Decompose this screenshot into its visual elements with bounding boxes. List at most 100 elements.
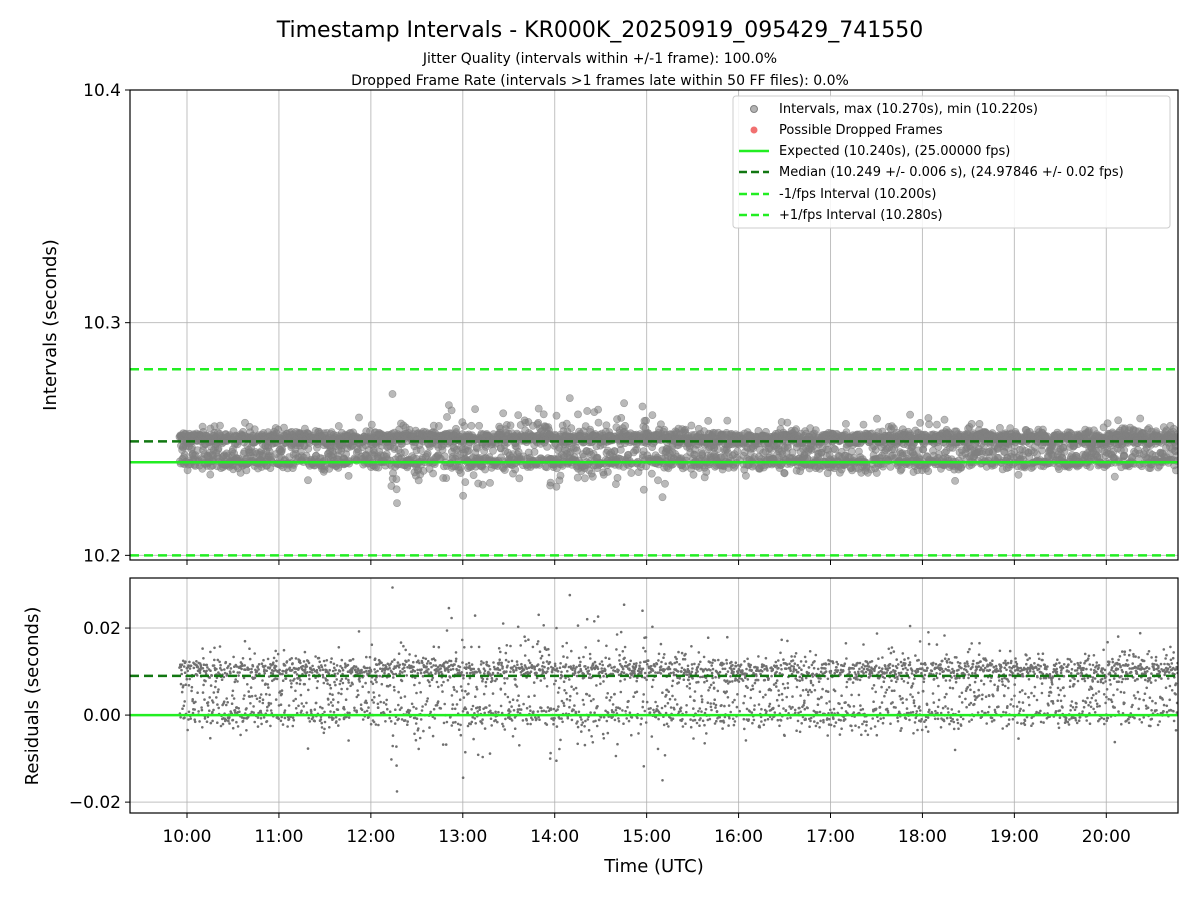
- residual-point: [396, 661, 400, 664]
- residual-point: [323, 720, 327, 724]
- residual-point: [200, 706, 203, 709]
- residual-point: [329, 701, 333, 704]
- residual-point: [205, 663, 209, 667]
- residual-point: [462, 674, 465, 677]
- interval-point: [1169, 424, 1178, 433]
- residual-point: [347, 739, 350, 742]
- residual-point: [211, 719, 214, 723]
- residual-point: [417, 659, 420, 662]
- residual-point: [334, 683, 337, 687]
- residual-point: [180, 668, 183, 672]
- interval-point: [478, 480, 487, 489]
- residual-point: [288, 666, 292, 670]
- residual-point: [458, 698, 462, 701]
- residual-point: [428, 684, 432, 688]
- residual-point: [228, 716, 231, 719]
- legend-label-expected: Expected (10.240s), (25.00000 fps): [779, 144, 1010, 159]
- residual-point: [321, 675, 325, 679]
- residual-point: [262, 716, 266, 719]
- residual-point: [454, 659, 458, 663]
- residual-point: [381, 667, 385, 671]
- residual-point: [402, 666, 406, 669]
- residual-point: [214, 685, 217, 689]
- residual-point: [265, 669, 269, 672]
- residual-point: [393, 722, 397, 725]
- residual-point: [449, 668, 453, 671]
- residual-point: [274, 665, 278, 668]
- residual-point: [191, 698, 194, 701]
- residual-point: [331, 704, 335, 707]
- residual-point: [429, 671, 433, 674]
- residual-point: [277, 704, 281, 707]
- residual-point: [351, 657, 355, 661]
- residual-point: [392, 676, 395, 679]
- residual-point: [264, 682, 267, 686]
- residual-point: [367, 715, 370, 719]
- residual-point: [461, 710, 465, 713]
- residual-point: [224, 660, 228, 664]
- residual-point: [249, 702, 252, 705]
- residual-point: [465, 671, 469, 675]
- residual-point: [443, 669, 447, 672]
- residual-point: [250, 670, 253, 674]
- residual-point: [209, 650, 212, 654]
- residual-point: [179, 682, 183, 686]
- residual-point: [333, 666, 336, 670]
- residual-point: [313, 719, 317, 723]
- residual-point: [287, 717, 291, 721]
- residual-point: [439, 707, 443, 710]
- residual-point: [445, 720, 449, 724]
- legend-item-expected: Expected (10.240s), (25.00000 fps): [739, 144, 1010, 159]
- residual-point: [182, 665, 186, 668]
- residual-point: [315, 671, 319, 674]
- residual-point: [447, 670, 450, 674]
- residual-point: [262, 658, 265, 662]
- interval-point: [788, 448, 797, 457]
- residual-point: [360, 668, 363, 672]
- residual-point: [305, 711, 309, 714]
- residual-point: [321, 706, 324, 710]
- residual-point: [220, 678, 224, 681]
- residual-point: [319, 718, 323, 721]
- interval-point: [951, 476, 959, 485]
- legend-marker-dropped: [750, 126, 758, 134]
- residual-point: [433, 659, 437, 662]
- residual-point: [194, 700, 197, 704]
- residual-point: [201, 691, 205, 694]
- residual-point: [353, 706, 356, 710]
- residual-point: [244, 668, 247, 671]
- interval-point: [242, 466, 251, 475]
- residual-point: [421, 661, 424, 664]
- residual-point: [435, 680, 439, 684]
- residual-point: [363, 710, 367, 714]
- residual-point: [186, 728, 189, 732]
- residual-point: [380, 682, 384, 686]
- residual-point: [459, 733, 463, 737]
- interval-point: [456, 469, 465, 477]
- residual-point: [229, 667, 233, 670]
- residual-point: [241, 657, 245, 660]
- interval-point: [1060, 448, 1069, 456]
- residual-point: [300, 702, 304, 705]
- residual-point: [426, 697, 430, 700]
- residual-point: [327, 703, 331, 706]
- residual-point: [241, 664, 244, 667]
- residual-point: [271, 672, 275, 675]
- residual-point: [343, 708, 346, 711]
- residual-point: [301, 664, 305, 668]
- interval-point: [594, 405, 602, 414]
- residual-point: [297, 704, 300, 708]
- residual-point: [469, 722, 473, 726]
- residual-point: [335, 664, 339, 667]
- interval-point: [603, 467, 612, 476]
- residual-point: [393, 658, 396, 661]
- residual-point: [461, 776, 465, 779]
- residual-point: [320, 726, 324, 729]
- interval-point: [859, 420, 868, 429]
- interval-point: [471, 405, 479, 413]
- residual-point: [247, 668, 251, 671]
- residual-point: [209, 736, 212, 740]
- residual-point: [210, 674, 214, 677]
- intervals-y-ticks: 10.210.310.4: [83, 81, 130, 566]
